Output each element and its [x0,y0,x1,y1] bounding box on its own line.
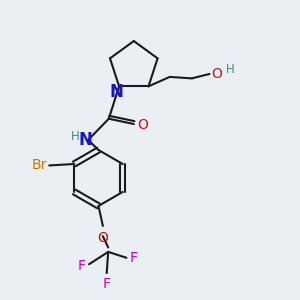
Text: Br: Br [32,158,47,172]
Text: O: O [98,231,108,245]
Text: F: F [129,251,137,265]
Text: O: O [137,118,148,133]
Text: N: N [78,131,92,149]
Text: F: F [78,259,86,273]
Text: H: H [226,63,234,76]
Text: F: F [103,278,111,292]
Text: O: O [211,67,222,81]
Text: N: N [110,82,124,100]
Text: H: H [70,130,79,143]
